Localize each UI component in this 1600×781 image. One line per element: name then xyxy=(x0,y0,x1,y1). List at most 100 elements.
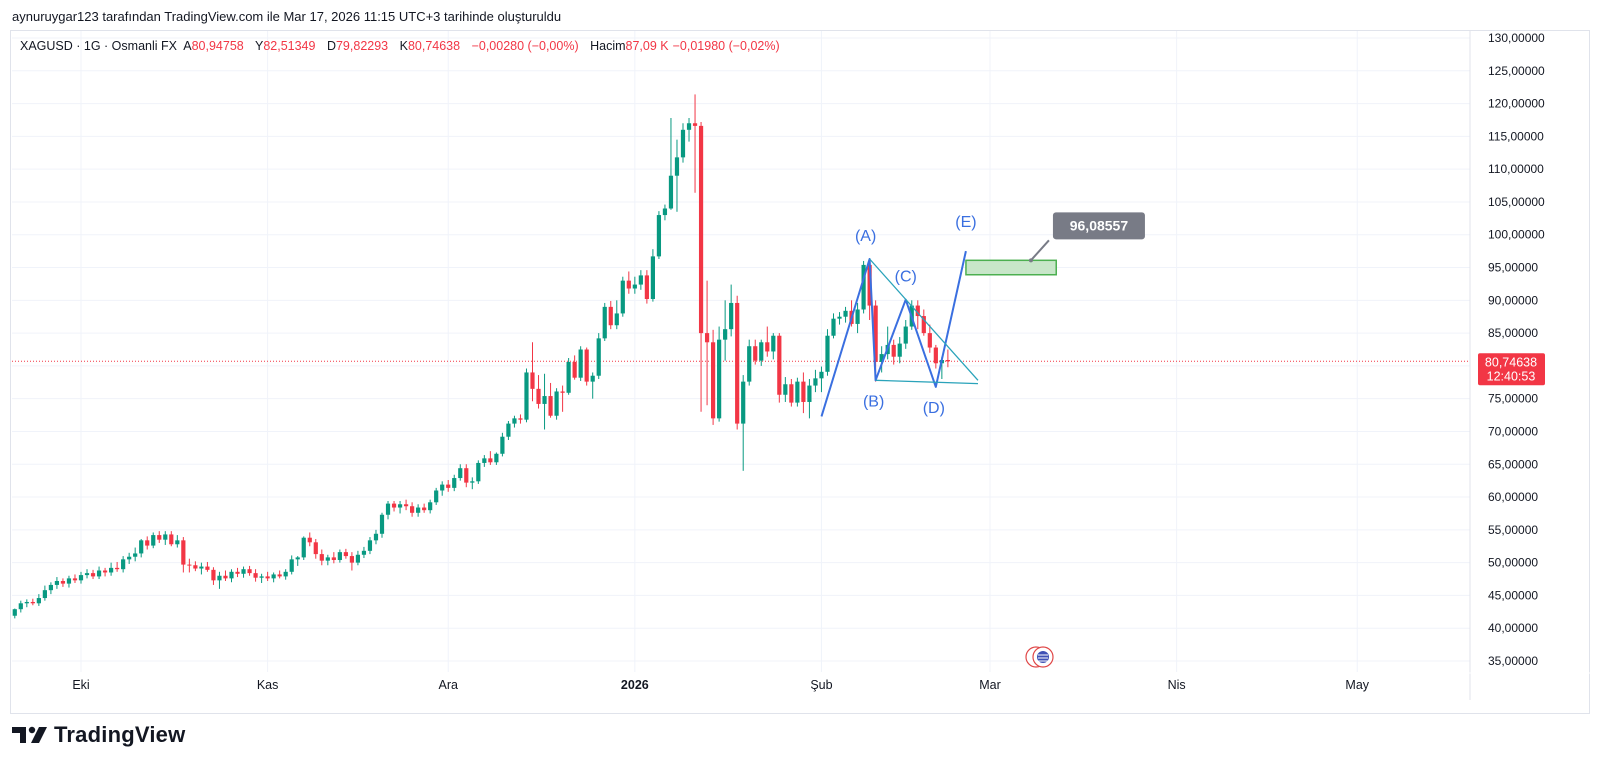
candle xyxy=(759,339,764,366)
candle xyxy=(620,276,625,317)
candle xyxy=(373,529,379,545)
candle xyxy=(542,373,547,430)
candle xyxy=(307,532,312,547)
candle-body xyxy=(542,396,547,404)
candle xyxy=(428,499,433,514)
candle-body xyxy=(692,123,698,126)
candle xyxy=(36,594,41,606)
target-zone-box xyxy=(965,259,1057,276)
candle-body xyxy=(151,535,156,546)
candle-body xyxy=(536,388,541,404)
candle-body xyxy=(428,502,433,511)
candle xyxy=(482,455,487,467)
volume-value: 87,09 K xyxy=(625,39,669,53)
price-tick-label: 75,00000 xyxy=(1488,392,1538,406)
candle-body xyxy=(373,533,379,541)
candle-body xyxy=(66,578,72,584)
candle-body xyxy=(24,601,29,604)
candle-body xyxy=(819,371,824,379)
candle xyxy=(747,339,752,386)
callout-anchor xyxy=(1028,258,1033,263)
candle-body xyxy=(915,305,920,317)
candle xyxy=(518,414,523,424)
price-tick-label: 100,00000 xyxy=(1488,228,1545,242)
chart-frame xyxy=(10,30,1590,714)
candle-body xyxy=(464,468,469,483)
candle xyxy=(30,598,35,606)
candle-body xyxy=(181,540,186,565)
candle-body xyxy=(416,507,421,513)
price-tick-label: 55,00000 xyxy=(1488,523,1538,537)
candle xyxy=(60,578,66,587)
candle-body xyxy=(945,359,950,362)
candle xyxy=(325,554,330,566)
candle-body xyxy=(301,537,306,558)
candle-body xyxy=(518,418,523,420)
price-axis: 130,00000 125,00000 120,00000 115,00000 110,… xyxy=(1488,31,1545,668)
time-tick-label: Ara xyxy=(438,678,458,692)
wave-label: (D) xyxy=(923,400,945,417)
candle-body xyxy=(548,396,553,416)
candle-body xyxy=(235,571,240,574)
candle-body xyxy=(867,264,872,306)
candles xyxy=(12,94,950,619)
candle-body xyxy=(229,571,234,579)
abcde-wave-line xyxy=(820,250,967,417)
candle xyxy=(169,531,174,547)
candle-body xyxy=(72,578,78,581)
candle xyxy=(596,333,601,380)
candle-body xyxy=(873,305,878,362)
candle xyxy=(572,355,577,380)
candle xyxy=(729,284,734,337)
price-tick-label: 95,00000 xyxy=(1488,261,1538,275)
candle xyxy=(524,368,529,423)
candle-body xyxy=(632,284,637,289)
candle-body xyxy=(90,573,96,577)
candle xyxy=(602,302,607,341)
candle xyxy=(163,531,168,545)
candle-body xyxy=(602,306,607,339)
candle-body xyxy=(506,423,511,437)
candle-body xyxy=(84,573,90,576)
candle xyxy=(199,562,204,575)
candle xyxy=(843,306,848,323)
volume-change-value: −0,01980 (−0,02%) xyxy=(672,39,780,53)
wave-label: (B) xyxy=(863,393,884,410)
candle-body xyxy=(729,302,734,330)
candle-body xyxy=(458,468,463,479)
candle xyxy=(452,474,457,492)
candle xyxy=(783,377,788,402)
candle-body xyxy=(711,342,716,419)
candle-body xyxy=(319,554,324,561)
price-tick-label: 45,00000 xyxy=(1488,588,1538,602)
candle xyxy=(855,302,860,334)
candle xyxy=(379,512,385,538)
candle-body xyxy=(307,537,312,543)
candle-body xyxy=(78,575,84,581)
candle xyxy=(644,270,649,304)
high-label: Y xyxy=(254,39,264,53)
candle xyxy=(638,270,643,290)
candle xyxy=(506,420,511,440)
candle xyxy=(650,249,655,302)
candle-body xyxy=(289,559,294,572)
candle-body xyxy=(343,552,348,557)
change-value: −0,00280 (−0,00%) xyxy=(471,39,579,53)
close-label: K xyxy=(399,39,408,53)
candle-body xyxy=(259,576,264,578)
candle xyxy=(54,577,60,589)
candle-body xyxy=(554,391,559,416)
price-tick-label: 85,00000 xyxy=(1488,326,1538,340)
candle-body xyxy=(674,157,680,176)
candle xyxy=(927,324,932,353)
candle-body xyxy=(12,609,17,616)
candle-body xyxy=(349,556,354,563)
grid-lines xyxy=(12,31,1590,700)
candle-body xyxy=(139,540,144,554)
candle-body xyxy=(127,556,132,560)
target-callout-text: 96,08557 xyxy=(1070,217,1129,233)
tradingview-logo[interactable]: TradingView xyxy=(12,722,185,748)
candle xyxy=(825,329,830,376)
wave-label: (C) xyxy=(895,269,917,286)
